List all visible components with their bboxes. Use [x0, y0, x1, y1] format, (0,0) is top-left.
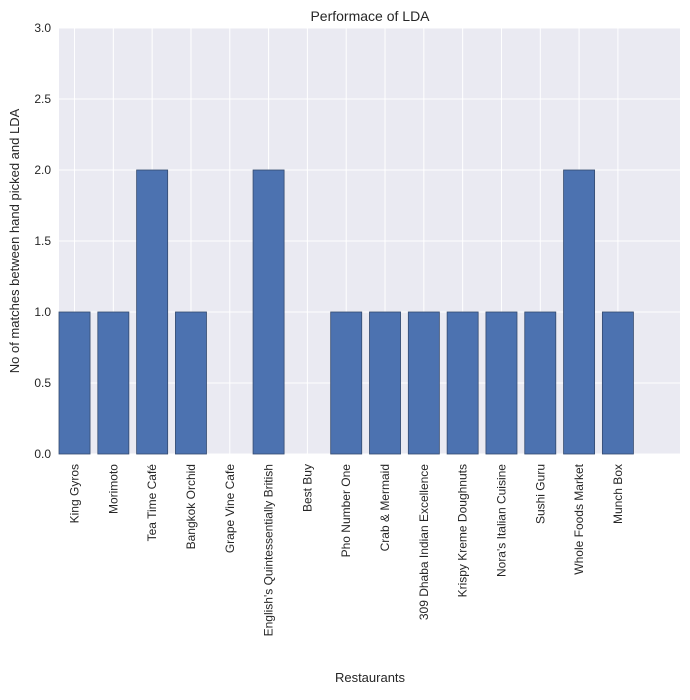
bar	[330, 311, 363, 455]
bar	[136, 169, 169, 455]
x-tick-label: King Gyros	[68, 464, 82, 523]
x-axis-ticks: King Gyros Morimoto Tea Time Café Bangkok O…	[68, 463, 625, 636]
x-tick-label: Morimoto	[106, 464, 120, 514]
bar	[524, 311, 557, 455]
bar	[407, 311, 440, 455]
y-tick-label: 1.0	[34, 305, 51, 319]
x-axis-title: Restaurants	[335, 670, 406, 685]
x-tick-label: Whole Foods Market	[572, 463, 586, 574]
x-tick-label: English's Quintessentially British	[262, 464, 276, 636]
y-tick-label: 0.5	[34, 376, 51, 390]
bar	[485, 311, 518, 455]
bar	[175, 311, 207, 455]
bar	[601, 311, 634, 455]
bar	[58, 311, 91, 455]
x-tick-label: 309 Dhaba Indian Excellence	[417, 464, 431, 620]
y-tick-label: 2.0	[34, 163, 51, 177]
y-axis-ticks: 0.0 0.5 1.0 1.5 2.0 2.5 3.0	[34, 21, 51, 461]
x-tick-label: Pho Number One	[339, 464, 353, 558]
y-tick-label: 2.5	[34, 92, 51, 106]
x-tick-label: Nora's Italian Cuisine	[494, 464, 508, 577]
bar	[369, 311, 401, 455]
x-tick-label: Bangkok Orchid	[184, 464, 198, 549]
x-tick-label: Sushi Guru	[533, 464, 547, 524]
y-tick-label: 3.0	[34, 21, 51, 35]
x-tick-label: Tea Time Café	[145, 464, 159, 542]
chart-title: Performace of LDA	[310, 8, 430, 24]
x-tick-label: Grape Vine Cafe	[223, 464, 237, 553]
x-tick-label: Krispy Kreme Doughnuts	[456, 464, 470, 597]
bars	[58, 169, 634, 455]
bar	[252, 169, 285, 455]
bar	[446, 311, 479, 455]
y-tick-label: 1.5	[34, 234, 51, 248]
x-tick-label: Munch Box	[611, 464, 625, 524]
x-tick-label: Crab & Mermaid	[378, 464, 392, 551]
y-tick-label: 0.0	[34, 447, 51, 461]
y-axis-title: No of matches between hand picked and LD…	[7, 108, 22, 373]
bar	[563, 169, 596, 455]
x-tick-label: Best Buy	[300, 464, 314, 512]
bar	[97, 311, 130, 455]
